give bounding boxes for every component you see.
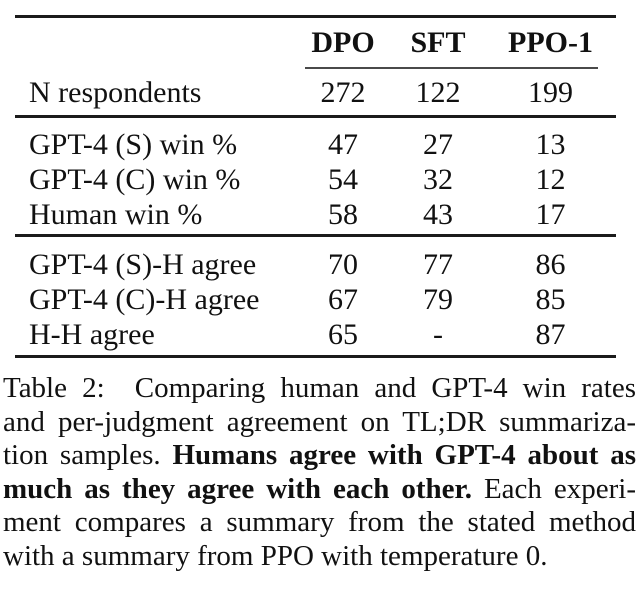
- cell-value: 47: [328, 128, 358, 161]
- column-header-sft: SFT: [410, 26, 466, 59]
- cell-value: 32: [423, 163, 453, 196]
- column-header-ppo1: PPO-1: [508, 26, 593, 59]
- cell-value: 12: [535, 163, 566, 196]
- cell-value: 43: [423, 198, 453, 231]
- table-bottom-rule: [15, 355, 616, 358]
- table-caption: Table 2: Comparing human and GPT-4 win r…: [3, 372, 636, 573]
- table-row: H-H agree 65 - 87: [15, 317, 616, 352]
- cell-value: 272: [320, 75, 366, 109]
- cell-value: 13: [535, 128, 566, 161]
- cell-value: 54: [328, 163, 358, 196]
- row-label: Human win %: [29, 198, 203, 231]
- table-top-rule: [15, 15, 616, 18]
- caption-text: tion samples.: [3, 439, 173, 471]
- cell-value: 77: [423, 248, 453, 281]
- table-mid-rule-2: [15, 234, 616, 237]
- cell-value: 199: [528, 75, 573, 109]
- cell-value: 85: [535, 283, 566, 316]
- caption-text: Each experi-: [471, 472, 636, 505]
- table-row: GPT-4 (C) win % 54 32 12: [15, 162, 616, 197]
- win-rate-section: GPT-4 (S) win % 47 27 13 GPT-4 (C) win %…: [15, 118, 616, 234]
- cell-value: 67: [328, 283, 358, 316]
- cell-value: 65: [328, 318, 358, 351]
- column-header-dpo: DPO: [311, 26, 375, 59]
- table-row: Human win % 58 43 17: [15, 197, 616, 232]
- cell-value: 122: [415, 75, 461, 109]
- table-row: GPT-4 (S) win % 47 27 13: [15, 127, 616, 162]
- caption-line: tion samples. Humans agree with GPT-4 ab…: [3, 439, 636, 473]
- caption-text: with a summary from PPO with temperature…: [3, 539, 548, 572]
- row-label: GPT-4 (C)-H agree: [29, 283, 260, 316]
- row-label: GPT-4 (S)-H agree: [29, 248, 257, 281]
- caption-line: ment compares a summary from the stated …: [3, 506, 636, 540]
- caption-text: ment compares a summary from the stated …: [3, 506, 636, 538]
- header-cmidrule: [305, 67, 598, 69]
- cell-value: 87: [535, 318, 566, 351]
- cell-value: 86: [535, 248, 566, 281]
- row-label: GPT-4 (S) win %: [29, 128, 238, 161]
- table-mid-rule-1: [15, 115, 616, 118]
- caption-text: Table 2: Comparing human and GPT-4 win r…: [3, 372, 636, 404]
- caption-line: much as they agree with each other. Each…: [3, 473, 636, 507]
- results-table: DPO SFT PPO-1 N respondents 272 122 199 …: [15, 15, 616, 358]
- caption-bold-text: much as they agree with each other.: [3, 472, 472, 505]
- cell-value: 79: [423, 283, 453, 316]
- cell-value: 17: [535, 198, 566, 231]
- table-row: GPT-4 (C)-H agree 67 79 85: [15, 282, 616, 317]
- caption-line: Table 2: Comparing human and GPT-4 win r…: [3, 372, 636, 406]
- cell-value: -: [433, 318, 443, 351]
- table-row: N respondents 272 122 199: [15, 69, 616, 115]
- agreement-section: GPT-4 (S)-H agree 70 77 86 GPT-4 (C)-H a…: [15, 237, 616, 355]
- cell-value: 70: [328, 248, 358, 281]
- caption-text: and per-judgment agreement on TL;DR summ…: [3, 405, 636, 438]
- cell-value: 58: [328, 198, 358, 231]
- table-header-row: DPO SFT PPO-1: [15, 18, 616, 67]
- row-label: H-H agree: [29, 318, 155, 351]
- caption-line: and per-judgment agreement on TL;DR summ…: [3, 406, 636, 440]
- row-label: N respondents: [29, 75, 202, 109]
- cell-value: 27: [423, 128, 453, 161]
- caption-line: with a summary from PPO with temperature…: [3, 540, 636, 574]
- row-label: GPT-4 (C) win %: [29, 163, 241, 196]
- caption-bold-text: Humans agree with GPT-4 about as: [172, 439, 636, 471]
- table-row: GPT-4 (S)-H agree 70 77 86: [15, 247, 616, 282]
